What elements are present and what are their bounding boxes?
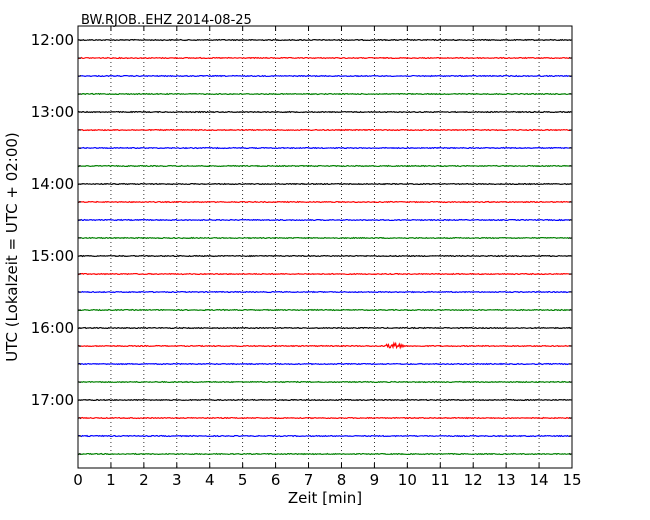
seismic-trace-1545: [77, 308, 572, 312]
seismic-trace-1730: [77, 434, 572, 438]
x-tick-label: 13: [497, 471, 516, 489]
y-tick-label: 14:00: [31, 175, 74, 193]
x-tick-label: 9: [370, 471, 380, 489]
grid-layer: [110, 26, 540, 468]
x-tick-label: 10: [398, 471, 417, 489]
plot-frame: [77, 25, 573, 469]
seismic-trace-1430: [77, 218, 572, 222]
x-axis-label: Zeit [min]: [288, 489, 362, 507]
y-tick-label: 13:00: [31, 103, 74, 121]
seismic-trace-1215: [77, 56, 572, 60]
x-tick-label: 15: [562, 471, 581, 489]
x-tick-label: 11: [431, 471, 450, 489]
x-tick-label: 4: [205, 471, 215, 489]
seismic-trace-1400: [77, 182, 572, 186]
seismic-trace-1500: [77, 254, 572, 258]
seismic-trace-1700: [77, 398, 572, 402]
x-tick-label: 14: [530, 471, 549, 489]
x-tick-label: 8: [337, 471, 347, 489]
seismic-trace-1530: [77, 290, 572, 294]
y-tick-label: 12:00: [31, 31, 74, 49]
y-tick-label: 16:00: [31, 319, 74, 337]
x-tick-label: 3: [172, 471, 182, 489]
seismic-trace-1715: [77, 416, 572, 420]
y-tick-label: 17:00: [31, 391, 74, 409]
x-tick-label: 7: [304, 471, 314, 489]
seismic-trace-1245: [77, 92, 572, 96]
x-tick-label: 12: [464, 471, 483, 489]
seismic-trace-1300: [77, 110, 572, 114]
tick-layer: 0 1 2 3 4 5 6 7 8 9 10 11 12 13 14 1512:0013:0014:0015:…: [31, 26, 582, 489]
seismic-trace-1515: [77, 272, 572, 276]
seismic-trace-1615: [77, 341, 572, 350]
x-tick-label: 0: [73, 471, 83, 489]
y-axis-label: UTC (Lokalzeit = UTC + 02:00): [3, 132, 21, 362]
trace-layer: [77, 38, 572, 456]
seismic-trace-1745: [77, 452, 572, 456]
seismic-trace-1200: [77, 38, 572, 42]
x-tick-label: 1: [106, 471, 116, 489]
seismic-trace-1230: [77, 74, 572, 78]
seismic-trace-1330: [77, 146, 572, 150]
seismic-trace-1445: [77, 236, 572, 240]
seismic-trace-1645: [77, 380, 572, 384]
seismic-trace-1415: [77, 200, 572, 204]
chart-title: BW.RJOB..EHZ 2014-08-25: [81, 13, 252, 28]
x-tick-label: 6: [271, 471, 281, 489]
x-tick-label: 2: [139, 471, 149, 489]
seismic-trace-1600: [77, 326, 572, 330]
seismic-trace-1630: [77, 362, 572, 366]
seismic-trace-1315: [77, 128, 572, 132]
y-tick-label: 15:00: [31, 247, 74, 265]
seismic-trace-1345: [77, 164, 572, 168]
x-tick-label: 5: [238, 471, 248, 489]
